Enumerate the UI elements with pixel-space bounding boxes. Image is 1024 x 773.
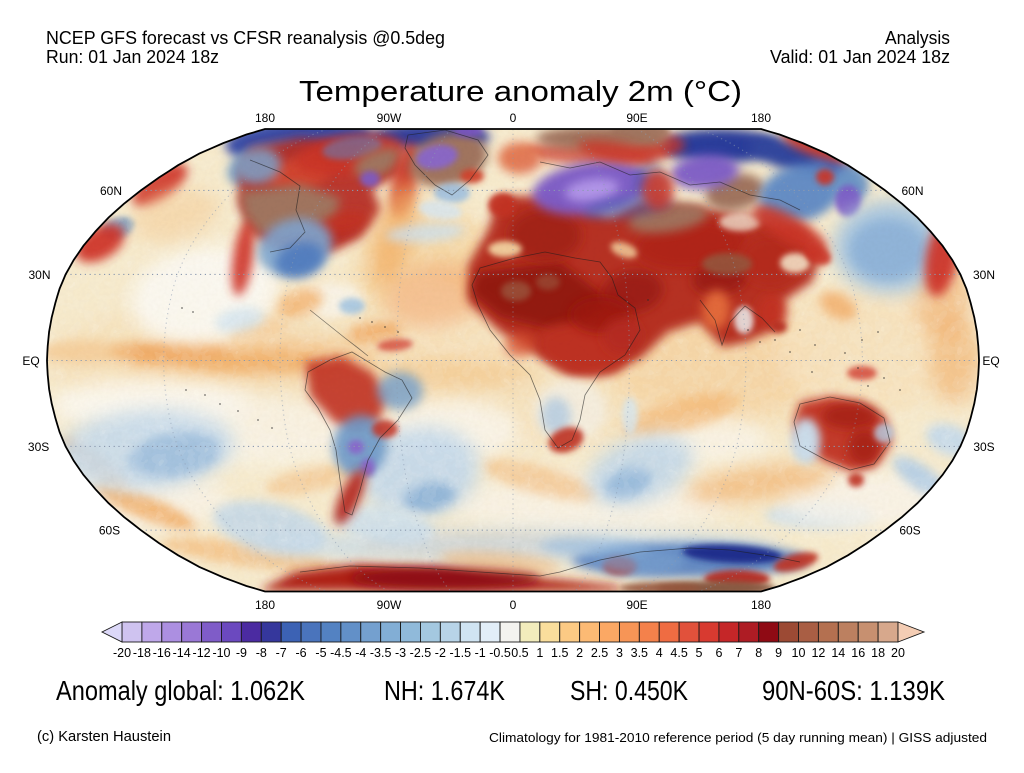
svg-text:30N: 30N: [28, 268, 50, 282]
svg-text:0: 0: [510, 598, 517, 612]
svg-text:3.5: 3.5: [631, 646, 648, 660]
svg-text:Analysis: Analysis: [885, 28, 950, 48]
svg-text:(c) Karsten Haustein: (c) Karsten Haustein: [37, 729, 171, 745]
svg-text:4: 4: [656, 646, 663, 660]
svg-text:5: 5: [696, 646, 703, 660]
svg-text:180: 180: [255, 598, 275, 612]
svg-text:2.5: 2.5: [591, 646, 608, 660]
svg-text:1.5: 1.5: [551, 646, 568, 660]
svg-text:-18: -18: [133, 646, 151, 660]
svg-text:-14: -14: [173, 646, 191, 660]
svg-text:-4.5: -4.5: [330, 646, 352, 660]
svg-text:10: 10: [792, 646, 806, 660]
svg-text:-7: -7: [276, 646, 287, 660]
svg-text:90W: 90W: [377, 111, 402, 125]
svg-text:-3.5: -3.5: [370, 646, 392, 660]
svg-text:30S: 30S: [973, 440, 994, 454]
svg-text:-0.5: -0.5: [489, 646, 511, 660]
svg-text:60S: 60S: [899, 524, 920, 538]
svg-text:180: 180: [751, 598, 771, 612]
svg-text:90W: 90W: [377, 598, 402, 612]
svg-text:Valid: 01 Jan 2024 18z: Valid: 01 Jan 2024 18z: [770, 47, 950, 67]
svg-text:2: 2: [576, 646, 583, 660]
svg-text:16: 16: [851, 646, 865, 660]
svg-text:180: 180: [751, 111, 771, 125]
svg-text:Anomaly global: 1.062K: Anomaly global: 1.062K: [56, 675, 305, 706]
svg-text:30N: 30N: [973, 268, 995, 282]
svg-text:0: 0: [510, 111, 517, 125]
svg-text:1: 1: [536, 646, 543, 660]
svg-text:-1.5: -1.5: [449, 646, 471, 660]
svg-text:-5: -5: [315, 646, 326, 660]
svg-text:0.5: 0.5: [511, 646, 528, 660]
svg-text:-8: -8: [256, 646, 267, 660]
svg-text:-2.5: -2.5: [410, 646, 432, 660]
svg-text:NH: 1.674K: NH: 1.674K: [384, 675, 505, 706]
svg-text:12: 12: [811, 646, 825, 660]
svg-text:-12: -12: [193, 646, 211, 660]
svg-text:6: 6: [715, 646, 722, 660]
svg-text:NCEP GFS forecast vs CFSR rean: NCEP GFS forecast vs CFSR reanalysis @0.…: [46, 28, 445, 48]
svg-text:-9: -9: [236, 646, 247, 660]
svg-text:8: 8: [755, 646, 762, 660]
svg-text:-3: -3: [395, 646, 406, 660]
svg-text:180: 180: [255, 111, 275, 125]
svg-text:14: 14: [831, 646, 845, 660]
svg-text:-10: -10: [212, 646, 230, 660]
svg-text:90E: 90E: [626, 111, 647, 125]
svg-text:Climatology for 1981-2010 refe: Climatology for 1981-2010 reference peri…: [489, 730, 987, 745]
svg-text:90E: 90E: [626, 598, 647, 612]
svg-text:-4: -4: [355, 646, 366, 660]
svg-text:60S: 60S: [99, 524, 120, 538]
svg-text:-6: -6: [296, 646, 307, 660]
svg-text:9: 9: [775, 646, 782, 660]
svg-text:60N: 60N: [901, 184, 923, 198]
svg-text:4.5: 4.5: [670, 646, 687, 660]
svg-text:Temperature anomaly 2m (°C): Temperature anomaly 2m (°C): [299, 76, 742, 108]
svg-text:7: 7: [735, 646, 742, 660]
svg-text:3: 3: [616, 646, 623, 660]
svg-text:Run: 01 Jan 2024 18z: Run: 01 Jan 2024 18z: [46, 47, 219, 67]
svg-text:18: 18: [871, 646, 885, 660]
svg-text:SH: 0.450K: SH: 0.450K: [570, 675, 688, 706]
svg-text:-2: -2: [435, 646, 446, 660]
svg-text:20: 20: [891, 646, 905, 660]
svg-text:-20: -20: [113, 646, 131, 660]
svg-text:-16: -16: [153, 646, 171, 660]
svg-text:30S: 30S: [28, 440, 49, 454]
svg-text:-1: -1: [475, 646, 486, 660]
svg-text:60N: 60N: [100, 184, 122, 198]
svg-text:90N-60S: 1.139K: 90N-60S: 1.139K: [762, 675, 945, 706]
svg-text:EQ: EQ: [22, 354, 39, 368]
svg-text:EQ: EQ: [982, 354, 999, 368]
